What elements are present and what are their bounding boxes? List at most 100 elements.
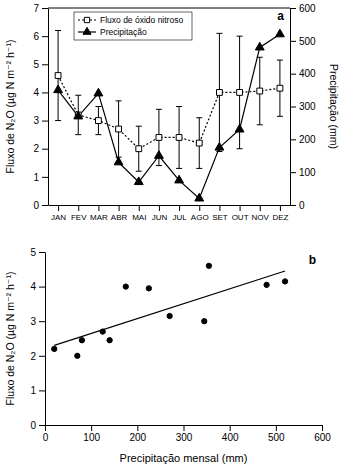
tick-label: 500 xyxy=(268,432,285,443)
error-bar xyxy=(196,118,202,169)
tick: 200 xyxy=(129,425,146,443)
error-bar-part xyxy=(176,168,182,169)
tick-label: 5 xyxy=(30,247,36,258)
error-bar-part xyxy=(95,134,101,135)
y2-axis-title: Precipitação (mm) xyxy=(328,64,340,149)
series-line xyxy=(58,76,280,149)
panel: 0100200300400500600Precipitação mensal (… xyxy=(4,247,331,464)
tick-label: 2 xyxy=(33,143,39,154)
legend-label: Precipitação xyxy=(100,27,147,37)
error-bar-part xyxy=(55,120,61,121)
tick-label: 300 xyxy=(176,432,193,443)
tick-label: 200 xyxy=(129,432,146,443)
marker xyxy=(79,338,84,343)
marker xyxy=(195,193,204,201)
error-bar-part xyxy=(136,171,142,172)
tick-label: NOV xyxy=(252,213,270,222)
tick: JAN xyxy=(51,205,66,222)
tick-label: 0 xyxy=(30,420,36,431)
tick-mark xyxy=(290,107,296,108)
tick-mark xyxy=(290,172,296,173)
tick: 300 xyxy=(176,425,193,443)
error-bar-part xyxy=(75,95,81,96)
error-bar xyxy=(257,57,263,125)
tick-mark xyxy=(42,64,48,65)
tick: 500 xyxy=(290,36,316,47)
marker xyxy=(154,151,163,159)
tick-mark xyxy=(78,205,79,211)
tick: 7 xyxy=(33,3,48,14)
tick: 0 xyxy=(33,200,48,211)
error-bar-part xyxy=(55,30,61,31)
tick-mark xyxy=(119,205,120,211)
tick-mark xyxy=(276,425,277,431)
marker xyxy=(255,42,264,50)
tick-mark xyxy=(42,92,48,93)
tick-mark xyxy=(42,177,48,178)
marker xyxy=(96,118,102,124)
tick-label: 400 xyxy=(299,68,316,79)
error-bar-part xyxy=(277,60,283,61)
legend-item: Fluxo de óxido nitroso xyxy=(78,15,183,25)
y-axis-title: Fluxo de N₂O (µg N m⁻² h⁻¹) xyxy=(4,40,16,174)
marker xyxy=(75,353,80,358)
tick: OUT xyxy=(232,205,249,222)
tick-label: 1 xyxy=(33,172,39,183)
tick-mark xyxy=(290,205,296,206)
legend: Fluxo de óxido nitroso Precipitação xyxy=(74,12,192,40)
tick: DEZ xyxy=(272,205,288,222)
tick-label: ABR xyxy=(111,213,128,222)
legend-item: Precipitação xyxy=(78,27,147,37)
tick-label: 200 xyxy=(299,134,316,145)
tick: 1 xyxy=(30,385,45,396)
tick-label: 500 xyxy=(299,36,316,47)
tick: 5 xyxy=(30,247,45,258)
marker xyxy=(134,177,143,185)
tick-mark xyxy=(137,425,138,431)
marker xyxy=(55,73,61,79)
tick: 4 xyxy=(33,87,48,98)
tick-mark xyxy=(91,425,92,431)
tick-label: MAR xyxy=(90,213,108,222)
error-bar-part xyxy=(136,126,142,127)
marker xyxy=(235,124,244,132)
tick-label: MAI xyxy=(132,213,146,222)
tick: SET xyxy=(212,205,228,222)
tick-label: 600 xyxy=(299,3,316,14)
tick-mark xyxy=(42,149,48,150)
tick-label: SET xyxy=(212,213,228,222)
tick-label: OUT xyxy=(232,213,249,222)
axis-line xyxy=(45,253,46,426)
marker xyxy=(100,329,105,334)
tick: MAI xyxy=(132,205,146,222)
marker xyxy=(206,263,211,268)
tick-mark xyxy=(39,252,45,253)
marker xyxy=(257,88,263,94)
y-axis-title: Fluxo de N₂O (µg N m⁻² h⁻¹) xyxy=(4,272,16,406)
error-bar xyxy=(116,101,122,157)
error-bar xyxy=(136,126,142,171)
tick-mark xyxy=(98,205,99,211)
tick-mark xyxy=(290,8,296,9)
marker xyxy=(123,284,128,289)
x-axis: 0100200300400500600 xyxy=(43,425,332,443)
tick: NOV xyxy=(252,205,270,222)
error-bar-part xyxy=(75,134,81,135)
marker xyxy=(275,29,284,37)
tick: 0 xyxy=(290,200,305,211)
marker xyxy=(217,90,223,96)
tick-label: 5 xyxy=(33,59,39,70)
error-bar-part xyxy=(196,117,202,118)
marker xyxy=(114,157,123,165)
x-axis-title: Precipitação mensal (mm) xyxy=(120,452,248,464)
tick-mark xyxy=(219,205,220,211)
figure: JANFEVMARABRMAIJUNJULAGOSETOUTNOVDEZ0123… xyxy=(0,0,342,470)
series-line xyxy=(58,34,280,198)
error-bar-part xyxy=(237,148,243,149)
tick-mark xyxy=(199,205,200,211)
tick-label: 3 xyxy=(30,316,36,327)
tick-label: FEV xyxy=(71,213,87,222)
tick-label: 300 xyxy=(299,101,316,112)
error-bar xyxy=(95,107,101,135)
y-axis: 012345 xyxy=(30,247,45,431)
